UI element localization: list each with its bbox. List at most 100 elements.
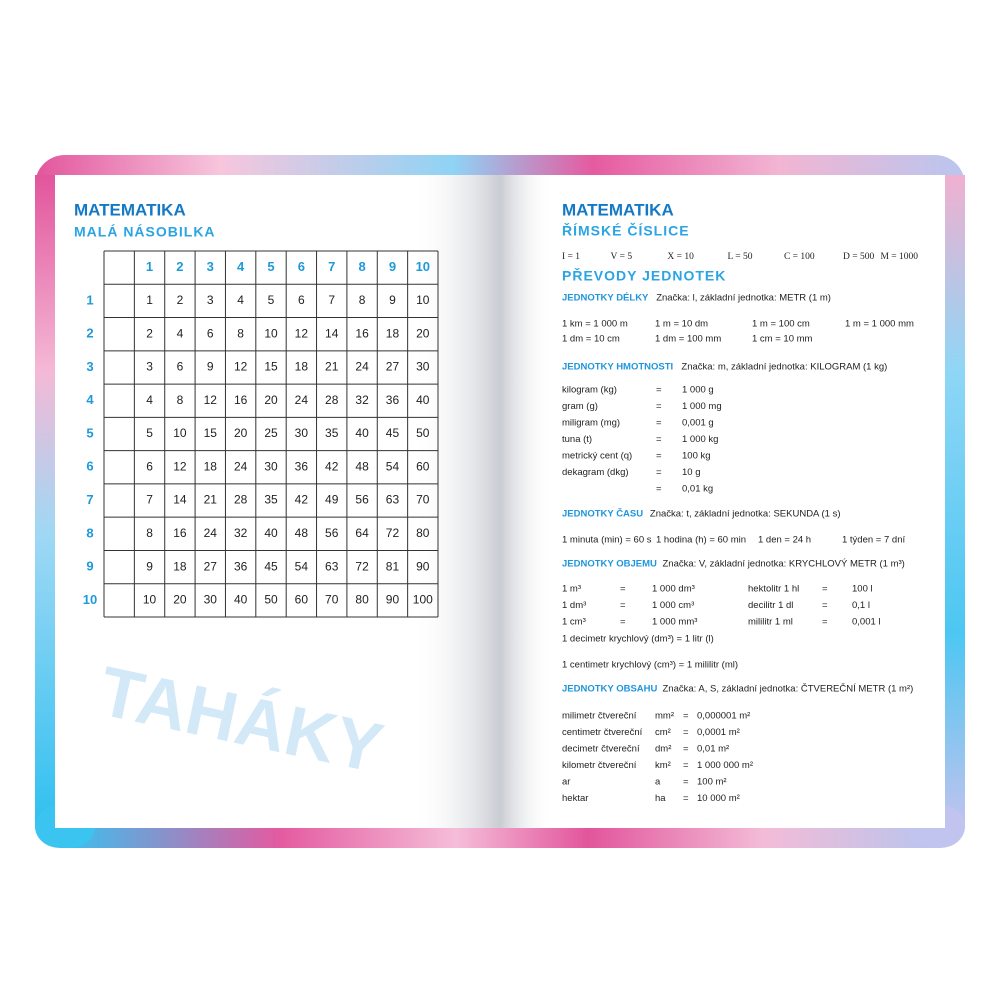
unit-cell: km²: [655, 760, 671, 771]
roman-item: C = 100: [784, 252, 815, 262]
cell: 18: [204, 459, 218, 473]
header-cell: 5: [267, 259, 274, 274]
unit-line: 1 decimetr krychlový (dm³) = 1 litr (l): [562, 634, 714, 645]
unit-cell: dm²: [655, 744, 671, 755]
unit-line: 1 centimetr krychlový (cm³) = 1 mililitr…: [562, 660, 738, 671]
unit-cell: miligram (mg): [562, 418, 620, 429]
unit-cell: 1 m³: [562, 584, 581, 595]
cell: 90: [386, 593, 400, 607]
cell: 16: [234, 393, 248, 407]
cell: 63: [386, 493, 400, 507]
title: MATEMATIKA: [562, 200, 674, 219]
cell: 35: [325, 426, 339, 440]
header-cell: 10: [416, 259, 430, 274]
roman-numerals: I = 1 V = 5 X = 10 L = 50 C = 100 D = 500 M = …: [562, 252, 918, 262]
cell: 25: [264, 426, 278, 440]
cell: 56: [355, 493, 369, 507]
unit-cell: hektolitr 1 hl: [748, 584, 799, 595]
cell: 35: [264, 493, 278, 507]
unit-cell: =: [683, 760, 689, 771]
cell: 20: [264, 393, 278, 407]
cell: 10: [416, 293, 430, 307]
cell: 24: [295, 393, 309, 407]
unit-cell: 1 000 kg: [682, 434, 718, 445]
cell: 8: [359, 293, 366, 307]
cell: 18: [173, 559, 187, 573]
unit-cell: 1 000 g: [682, 385, 714, 396]
cell: 9: [207, 360, 214, 374]
cell: 81: [386, 559, 400, 573]
unit-cell: cm²: [655, 727, 671, 738]
unit-cell: =: [683, 727, 689, 738]
header-cell: 1: [146, 259, 153, 274]
unit-cell: 100 l: [852, 584, 873, 595]
unit-cell: 1 000 mg: [682, 401, 722, 412]
cell: 49: [325, 493, 339, 507]
cell: 60: [295, 593, 309, 607]
row-header-cell: 5: [86, 425, 93, 440]
cell: 36: [386, 393, 400, 407]
roman-item: V = 5: [611, 252, 633, 262]
unit-cell: kilometr čtvereční: [562, 760, 637, 771]
unit-cell: =: [656, 451, 662, 462]
unit-cell: 10 000 m²: [697, 793, 740, 804]
cell: 100: [413, 593, 433, 607]
row-header-cell: 6: [86, 459, 93, 474]
unit-cell: mm²: [655, 711, 674, 722]
section-heading: JEDNOTKY OBSAHU: [562, 684, 658, 695]
unit-cell: 100 m²: [697, 777, 727, 788]
row-header-cell: 10: [83, 592, 97, 607]
unit-cell: =: [620, 584, 626, 595]
unit-cell: =: [656, 418, 662, 429]
cell: 9: [389, 293, 396, 307]
section-note: Značka: t, základní jednotka: SEKUNDA (1…: [650, 509, 841, 520]
unit-cell: 1 000 mm³: [652, 617, 697, 628]
roman-item: X = 10: [667, 252, 694, 262]
roman-item: I = 1: [562, 252, 580, 262]
multiplication-table: 1 2 3 4 5 6 7 8 9 101 1 2 3 4 5 6 7 8 9 102 2 4 6 8 10 12 14 16 18 20…: [83, 250, 439, 618]
unit-cell: 0,01 kg: [682, 484, 713, 495]
cell: 12: [234, 360, 248, 374]
unit-cell: =: [656, 434, 662, 445]
header-cell: 4: [237, 259, 245, 274]
unit-cell: =: [822, 617, 828, 628]
cell: 16: [355, 326, 369, 340]
cell: 42: [295, 493, 309, 507]
cell: 40: [355, 426, 369, 440]
cell: 56: [325, 526, 339, 540]
roman-item: D = 500: [843, 252, 874, 262]
cell: 12: [204, 393, 218, 407]
cell: 32: [355, 393, 369, 407]
unit-cell: 1 týden = 7 dní: [842, 535, 905, 546]
cell: 6: [146, 459, 153, 473]
cell: 5: [146, 426, 153, 440]
cell: 2: [177, 293, 184, 307]
cell: 8: [146, 526, 153, 540]
cell: 3: [146, 360, 153, 374]
unit-cell: 1 dm = 10 cm: [562, 334, 620, 345]
subtitle: ŘÍMSKÉ ČÍSLICE: [562, 222, 690, 239]
cell: 15: [264, 360, 278, 374]
header-cell: 6: [298, 259, 305, 274]
roman-item: L = 50: [727, 252, 752, 262]
header-cell: 8: [358, 259, 365, 274]
cell: 6: [207, 326, 214, 340]
unit-sections: JEDNOTKY DÉLKY Značka: l, základní jednot…: [562, 293, 914, 805]
unit-cell: 0,1 l: [852, 600, 870, 611]
header-cell: 7: [328, 259, 335, 274]
cell: 27: [204, 559, 218, 573]
cell: 28: [234, 493, 248, 507]
cell: 48: [295, 526, 309, 540]
cell: 21: [204, 493, 218, 507]
unit-cell: hektar: [562, 793, 588, 804]
unit-cell: =: [683, 711, 689, 722]
unit-cell: 0,000001 m²: [697, 711, 750, 722]
cell: 15: [204, 426, 218, 440]
cell: 8: [177, 393, 184, 407]
cell: 90: [416, 559, 430, 573]
cell: 8: [237, 326, 244, 340]
unit-cell: =: [683, 793, 689, 804]
cell: 20: [234, 426, 248, 440]
unit-cell: =: [656, 467, 662, 478]
cell: 1: [146, 293, 153, 307]
